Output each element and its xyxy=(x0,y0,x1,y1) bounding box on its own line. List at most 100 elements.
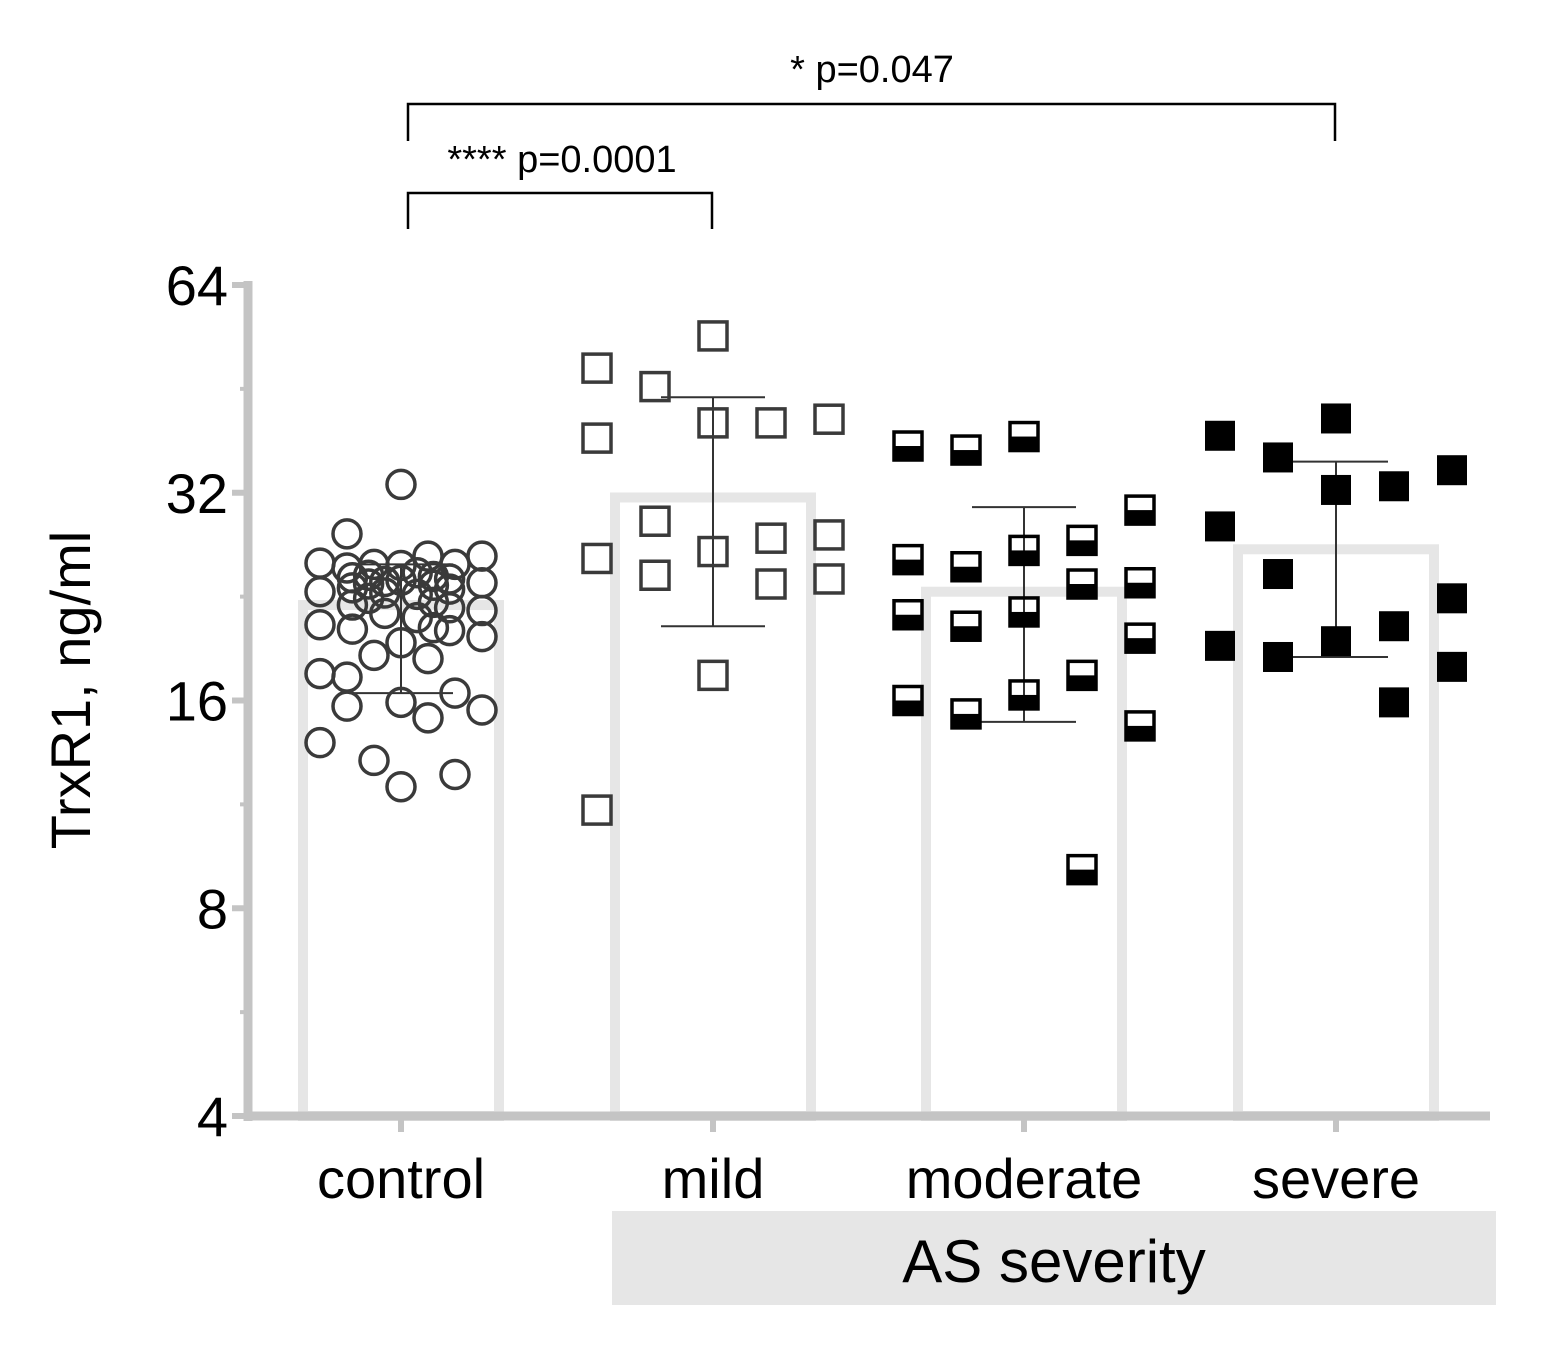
data-point xyxy=(1066,568,1098,600)
data-point xyxy=(581,352,613,384)
data-point xyxy=(1263,442,1293,473)
y-tick-label: 16 xyxy=(166,670,228,733)
data-point xyxy=(581,422,613,454)
data-point xyxy=(892,543,924,576)
data-point xyxy=(1066,659,1098,692)
significance-label: **** p=0.0001 xyxy=(447,139,676,181)
data-point xyxy=(1124,710,1156,742)
data-point xyxy=(892,598,924,631)
data-point xyxy=(1437,651,1467,682)
data-point xyxy=(581,542,613,575)
data-point xyxy=(401,601,433,634)
data-point xyxy=(1321,474,1351,505)
data-point-fill xyxy=(894,614,922,629)
data-point xyxy=(358,639,390,672)
data-point xyxy=(1124,566,1156,599)
data-point-fill xyxy=(952,566,980,581)
data-point xyxy=(385,549,417,582)
data-point xyxy=(1263,559,1293,590)
data-point xyxy=(385,468,417,501)
x-tick-label-mild: mild xyxy=(662,1147,765,1210)
data-point xyxy=(1379,611,1409,642)
data-point xyxy=(1205,511,1235,542)
data-point xyxy=(1066,524,1098,557)
data-point xyxy=(1321,626,1351,657)
data-point xyxy=(417,611,450,644)
data-point xyxy=(304,657,336,690)
data-point xyxy=(639,559,671,592)
data-point-fill xyxy=(1068,675,1096,690)
data-point xyxy=(304,575,336,608)
data-point xyxy=(813,519,845,551)
data-point xyxy=(336,613,369,645)
data-point xyxy=(581,794,613,826)
data-point xyxy=(369,577,401,609)
data-point xyxy=(358,744,390,777)
data-points xyxy=(304,320,1467,886)
data-point xyxy=(950,698,982,730)
significance-bracket xyxy=(406,102,1337,141)
y-tick-label: 4 xyxy=(197,1085,228,1148)
data-point xyxy=(466,594,498,627)
data-point xyxy=(412,702,444,734)
data-point xyxy=(1205,630,1235,661)
data-point-fill xyxy=(952,713,980,728)
data-point xyxy=(950,550,982,583)
data-point xyxy=(385,626,417,659)
y-axis: 4 8 16 32 64 xyxy=(166,254,253,1148)
data-point xyxy=(439,758,471,791)
x-axis: control mild moderate severe xyxy=(244,1111,1490,1210)
data-point-fill xyxy=(1126,638,1154,653)
data-point-fill xyxy=(894,559,922,574)
data-point xyxy=(331,518,363,550)
data-point xyxy=(336,589,369,621)
data-point xyxy=(466,620,498,653)
data-point xyxy=(1008,679,1040,711)
data-point xyxy=(1263,641,1293,672)
data-point xyxy=(755,522,787,554)
y-axis-label: TrxR1, ng/ml xyxy=(39,531,102,849)
data-point xyxy=(304,726,336,759)
data-point-fill xyxy=(1010,436,1038,451)
data-point xyxy=(385,686,417,719)
significance-annotations: **** p=0.0001 * p=0.047 xyxy=(406,49,1337,229)
data-point xyxy=(1066,853,1098,886)
data-point xyxy=(466,540,498,572)
data-point xyxy=(1008,420,1040,453)
data-point xyxy=(466,694,498,726)
data-point-fill xyxy=(1068,540,1096,555)
data-point xyxy=(1379,471,1409,502)
data-point xyxy=(1379,687,1409,718)
data-point xyxy=(417,569,450,602)
data-point xyxy=(369,565,401,598)
data-point xyxy=(412,642,444,675)
significance-label: * p=0.047 xyxy=(790,49,954,91)
data-point-fill xyxy=(894,446,922,461)
data-point-fill xyxy=(1126,582,1154,597)
data-point xyxy=(639,370,671,403)
data-point xyxy=(1321,403,1351,434)
y-tick-label: 64 xyxy=(166,254,228,317)
data-point-fill xyxy=(1068,584,1096,599)
y-tick-label: 8 xyxy=(197,877,228,940)
data-point xyxy=(369,597,401,630)
data-point-fill xyxy=(1010,550,1038,565)
data-point xyxy=(433,614,466,647)
data-point xyxy=(304,547,336,579)
data-point xyxy=(697,407,729,439)
data-point xyxy=(813,563,845,595)
data-point-fill xyxy=(894,700,922,715)
data-point xyxy=(1008,534,1040,567)
data-point-fill xyxy=(1010,611,1038,626)
data-point xyxy=(639,505,671,537)
data-point-fill xyxy=(1068,869,1096,884)
x-tick-label-moderate: moderate xyxy=(906,1147,1143,1210)
x-tick-label-severe: severe xyxy=(1252,1147,1420,1210)
data-point xyxy=(352,568,385,600)
data-point xyxy=(892,430,924,462)
data-point-fill xyxy=(952,626,980,641)
data-point xyxy=(950,610,982,642)
data-point xyxy=(331,661,363,693)
data-point xyxy=(1437,583,1467,614)
